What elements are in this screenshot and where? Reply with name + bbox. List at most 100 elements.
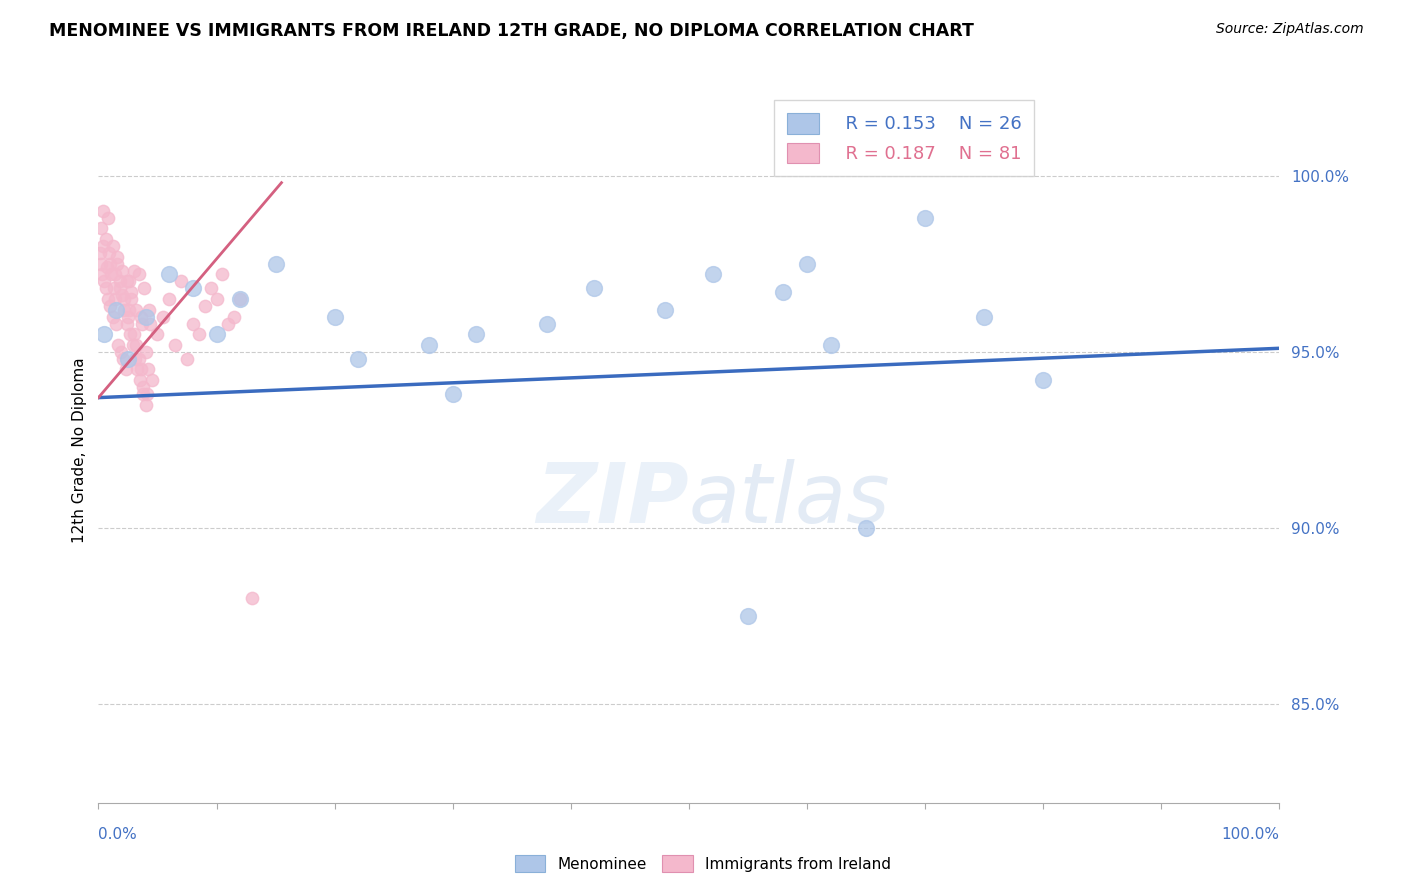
Point [89,246,111,260]
Point [108,281,131,295]
Point [157,268,180,282]
Point [97,211,120,225]
Point [240,591,263,606]
Point [105,257,128,271]
Point [122,327,145,342]
Point [536,317,558,331]
Point [136,362,159,376]
Point [98,246,121,260]
Point [737,609,759,624]
Legend:   R = 0.153    N = 26,   R = 0.187    N = 81: R = 0.153 N = 26, R = 0.187 N = 81 [775,100,1035,176]
Point [194,299,217,313]
Text: 0.0%: 0.0% [98,828,138,842]
Point [135,344,157,359]
Point [104,292,127,306]
Point [820,338,842,352]
Text: Source: ZipAtlas.com: Source: ZipAtlas.com [1216,22,1364,37]
Point [97,292,120,306]
Point [181,281,204,295]
Point [205,327,228,342]
Point [176,351,198,366]
Point [107,338,129,352]
Point [105,302,128,317]
Point [93,274,115,288]
Point [98,299,121,313]
Point [200,281,222,295]
Point [702,268,724,282]
Point [128,268,150,282]
Point [129,310,152,324]
Point [103,281,125,295]
Point [134,281,156,295]
Point [146,327,169,342]
Point [1032,373,1054,387]
Point [101,239,124,253]
Point [217,317,239,331]
Point [141,373,163,387]
Point [91,268,114,282]
Point [94,232,117,246]
Point [139,317,162,331]
Point [121,292,143,306]
Point [128,351,150,366]
Point [104,268,127,282]
Point [115,317,138,331]
Legend: Menominee, Immigrants from Ireland: Menominee, Immigrants from Ireland [508,847,898,880]
Point [90,221,112,235]
Point [796,257,818,271]
Point [855,521,877,535]
Point [111,264,134,278]
Y-axis label: 12th Grade, No Diploma: 12th Grade, No Diploma [72,358,87,543]
Point [229,292,252,306]
Point [117,351,139,366]
Point [91,239,114,253]
Point [122,264,145,278]
Point [152,310,174,324]
Point [91,203,114,218]
Point [129,362,152,376]
Point [108,274,131,288]
Point [114,362,136,376]
Point [111,288,134,302]
Point [124,351,146,366]
Text: 100.0%: 100.0% [1222,828,1279,842]
Point [187,327,209,342]
Point [135,398,157,412]
Text: atlas: atlas [689,459,890,541]
Point [323,310,346,324]
Point [112,292,135,306]
Point [121,338,143,352]
Point [100,268,122,282]
Point [135,310,157,324]
Point [112,302,135,317]
Point [914,211,936,225]
Point [135,387,157,401]
Point [224,310,246,324]
Point [120,327,142,342]
Point [121,285,143,299]
Point [132,380,155,394]
Point [125,338,148,352]
Point [112,351,135,366]
Point [105,250,128,264]
Point [132,387,155,401]
Point [170,274,193,288]
Point [90,257,112,271]
Point [229,292,252,306]
Point [118,302,141,317]
Point [125,302,148,317]
Point [93,327,115,342]
Point [418,338,440,352]
Point [347,351,370,366]
Point [181,317,204,331]
Point [583,281,606,295]
Point [205,292,228,306]
Point [118,274,141,288]
Point [101,310,124,324]
Point [211,268,233,282]
Point [165,338,187,352]
Point [264,257,287,271]
Point [131,317,153,331]
Point [115,274,138,288]
Point [94,281,117,295]
